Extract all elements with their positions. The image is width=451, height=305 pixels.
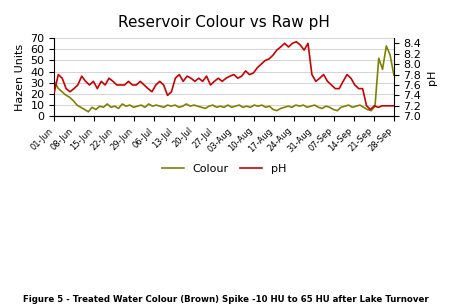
pH [390, 104, 396, 108]
Colour [97, 104, 102, 108]
Colour [142, 106, 147, 109]
Line: Colour: Colour [54, 46, 393, 112]
Title: Reservoir Colour vs Raw pH: Reservoir Colour vs Raw pH [118, 15, 329, 30]
Legend: Colour, pH: Colour, pH [157, 159, 290, 178]
Y-axis label: Hazen Units: Hazen Units [15, 44, 25, 111]
Colour [390, 73, 396, 77]
pH [145, 87, 151, 91]
pH [293, 40, 299, 44]
pH [367, 108, 373, 111]
Colour [134, 104, 140, 108]
Colour [387, 53, 392, 57]
Y-axis label: pH: pH [426, 70, 436, 85]
pH [250, 71, 256, 75]
Colour [51, 80, 57, 84]
pH [219, 80, 225, 83]
Colour [85, 110, 91, 113]
Colour [383, 44, 388, 48]
pH [320, 73, 326, 76]
Colour [341, 104, 347, 108]
Line: pH: pH [54, 42, 393, 109]
Text: Figure 5 - Treated Water Colour (Brown) Spike -10 HU to 65 HU after Lake Turnove: Figure 5 - Treated Water Colour (Brown) … [23, 295, 428, 304]
pH [60, 76, 65, 80]
Colour [251, 103, 257, 107]
pH [149, 90, 154, 94]
pH [51, 90, 57, 94]
